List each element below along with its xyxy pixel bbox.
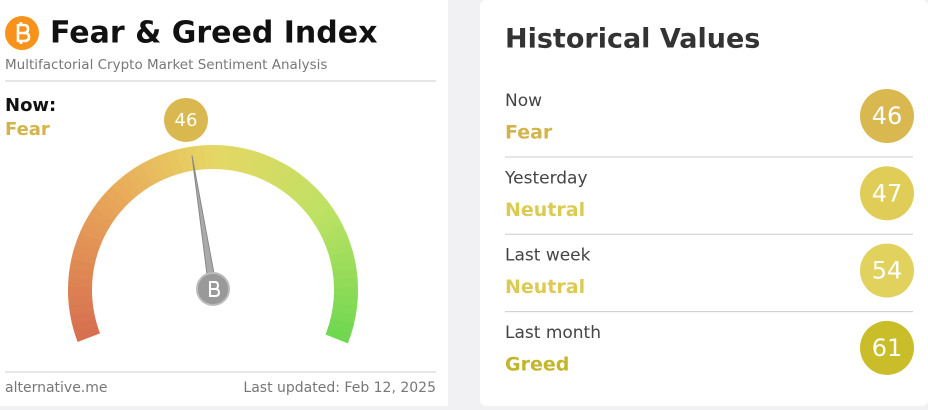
period-label: Last week — [505, 246, 591, 266]
history-title: Historical Values — [505, 24, 760, 55]
gauge-segment — [327, 222, 332, 231]
gauge-segment — [126, 183, 134, 189]
status-label: Neutral — [505, 276, 585, 298]
gauge-segment — [345, 296, 346, 306]
title: Fear & Greed Index — [50, 16, 377, 51]
gauge-segment — [82, 311, 84, 321]
gauge-hub — [197, 273, 229, 305]
gauge-segment — [323, 215, 328, 223]
gauge-segment — [95, 221, 100, 230]
gauge-segment — [80, 294, 81, 304]
gauge-segment — [341, 253, 343, 263]
gauge-segment — [196, 157, 206, 158]
gauge-segment — [293, 184, 301, 190]
gauge-segment — [344, 304, 345, 314]
status-label: Neutral — [505, 199, 585, 221]
status-label: Greed — [505, 353, 569, 375]
gauge-segment — [312, 201, 318, 209]
gauge-segment — [114, 194, 121, 201]
gauge-segment — [99, 214, 104, 222]
gauge-segment — [222, 157, 232, 158]
gauge-segment — [239, 159, 249, 161]
gauge-segment — [342, 313, 344, 323]
gauge-segment — [335, 237, 339, 246]
gauge-segment — [271, 170, 280, 175]
gauge-segment — [85, 244, 88, 253]
value-text: 61 — [872, 334, 903, 362]
gauge-segment — [331, 229, 335, 238]
period-label: Yesterday — [504, 168, 588, 188]
period-label: Last month — [505, 323, 601, 343]
gauge-segment — [318, 208, 324, 216]
subtitle: Multifactorial Crypto Market Sentiment A… — [5, 57, 327, 73]
gauge-segment — [155, 166, 164, 170]
gauge-segment — [80, 269, 81, 279]
gauge-segment — [120, 188, 127, 195]
gauge-segment — [279, 174, 287, 179]
now-label: Now: — [5, 95, 56, 116]
status-label: Fear — [505, 122, 553, 144]
gauge-segment — [103, 207, 109, 215]
gauge-segment — [147, 170, 156, 175]
gauge-segment — [83, 252, 85, 262]
gauge-segment — [133, 178, 141, 184]
gauge-segment — [300, 189, 307, 196]
gauge-segment — [343, 262, 345, 272]
footer-updated: Last updated: Feb 12, 2025 — [243, 380, 436, 396]
value-text: 46 — [872, 102, 903, 130]
gauge-segment — [140, 174, 149, 179]
gauge-segment — [91, 228, 95, 237]
gauge-segment — [345, 270, 346, 280]
gauge-segment — [306, 195, 313, 202]
bitcoin-logo — [5, 16, 39, 50]
value-text: 47 — [872, 179, 903, 207]
gauge-segment — [255, 164, 264, 168]
gauge-segment — [286, 179, 294, 185]
footer-source: alternative.me — [5, 380, 108, 396]
gauge-segment — [81, 260, 83, 270]
gauge-segment — [88, 236, 92, 245]
value-text: 54 — [872, 257, 903, 285]
gauge-segment — [230, 158, 240, 160]
now-status: Fear — [5, 119, 50, 140]
gauge-segment — [338, 245, 341, 255]
gauge-segment — [86, 328, 89, 337]
period-label: Now — [505, 91, 542, 111]
gauge-segment — [81, 303, 82, 313]
gauge-segment — [83, 320, 86, 330]
gauge-segment — [163, 163, 172, 166]
now-value: 46 — [175, 110, 198, 131]
gauge-segment — [340, 321, 343, 331]
gauge-segment — [263, 167, 272, 171]
gauge-segment — [80, 277, 81, 287]
gauge-segment — [247, 161, 257, 164]
gauge-segment — [108, 200, 114, 208]
gauge-segment — [179, 159, 189, 161]
gauge-segment — [171, 161, 181, 164]
gauge-segment — [337, 330, 340, 339]
